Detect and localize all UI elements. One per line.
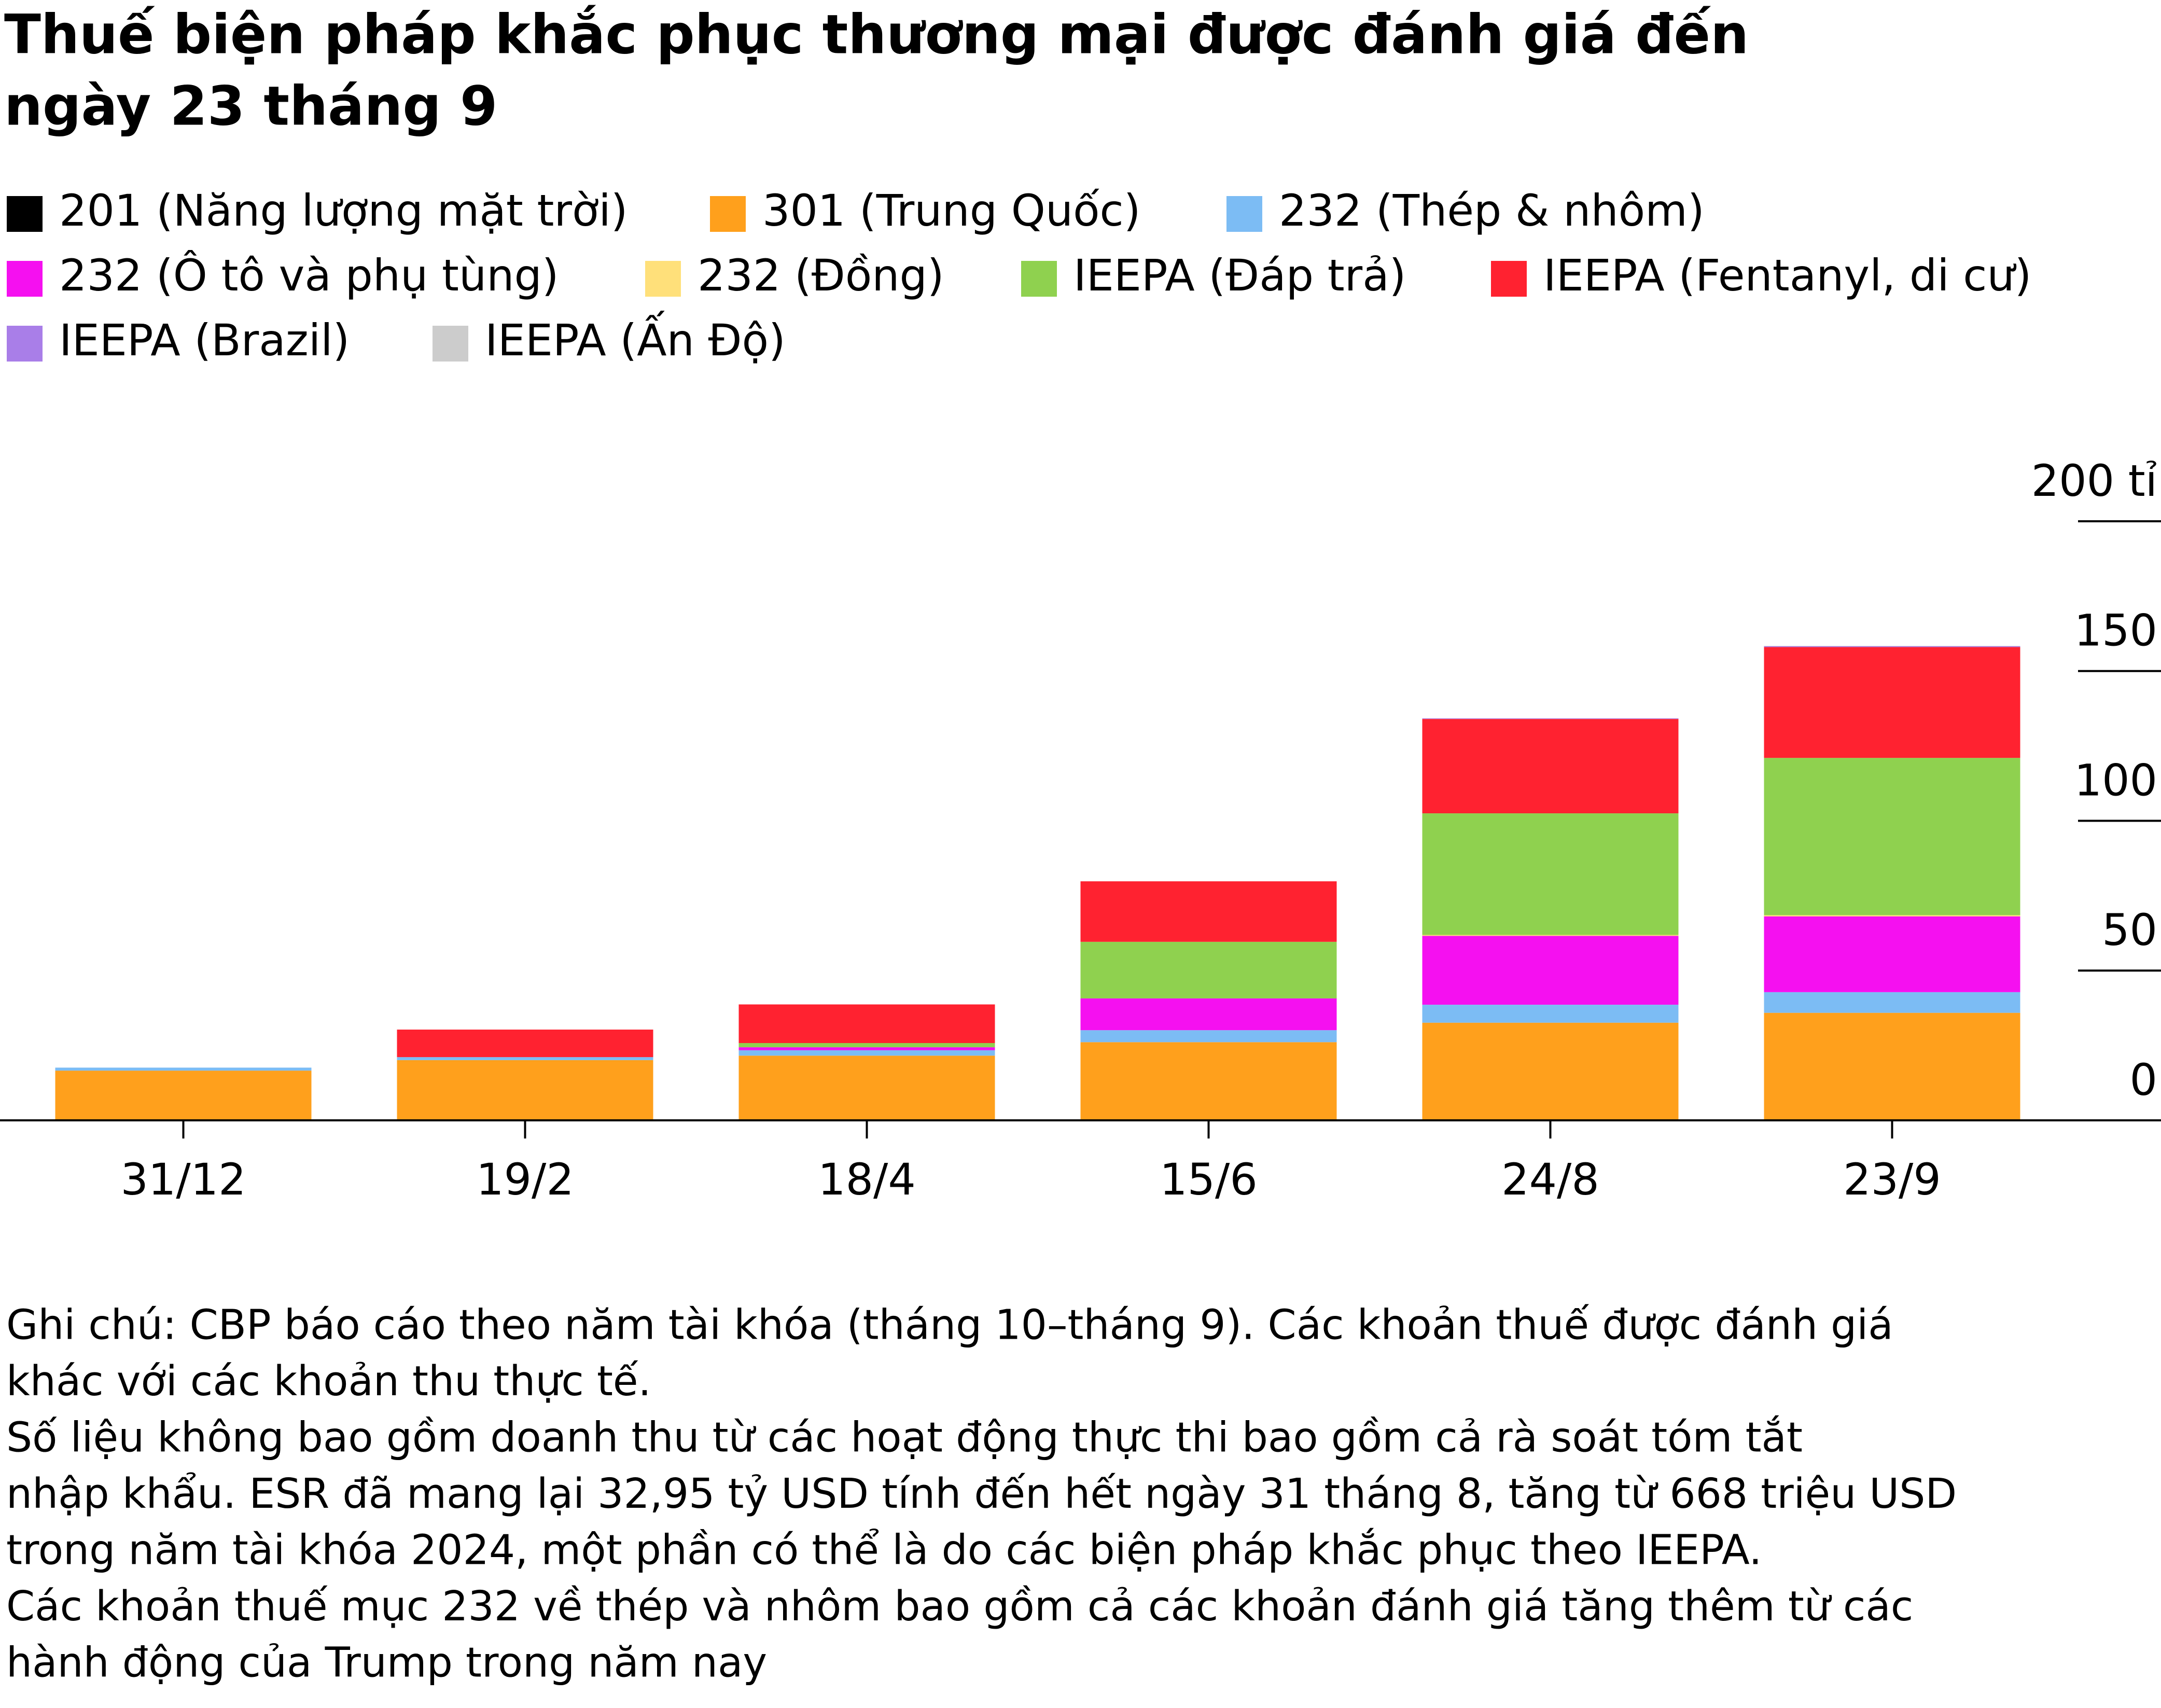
x-tick-label: 23/9 [1843, 1154, 1941, 1205]
y-tick-label: 0 [2130, 1054, 2157, 1105]
x-tick-label: 19/2 [476, 1154, 574, 1205]
legend-label: IEEPA (Fentanyl, di cư) [1543, 250, 2031, 301]
footnote: trong năm tài khóa 2024, một phần có thể… [6, 1526, 1762, 1574]
footnote: khác với các khoản thu thực tế. [6, 1357, 651, 1405]
bar-segment [1080, 941, 1337, 998]
x-tick-label: 15/6 [1160, 1154, 1258, 1205]
legend-label: 232 (Đồng) [698, 250, 944, 301]
x-tick-label: 31/12 [120, 1154, 246, 1205]
chart-title: ngày 23 tháng 9 [4, 74, 497, 137]
bar-segment [1422, 718, 1679, 719]
bar-segment [1764, 1012, 2020, 1120]
bar-segment [1080, 881, 1337, 942]
footnote: Các khoản thuế mục 232 về thép và nhôm b… [6, 1582, 1913, 1630]
bar-segment [1080, 1030, 1337, 1043]
y-tick-label: 50 [2102, 905, 2157, 955]
bar-segment [1422, 935, 1679, 936]
bar-segment [55, 1067, 312, 1071]
legend-label: 232 (Thép & nhôm) [1279, 185, 1705, 236]
legend-label: IEEPA (Brazil) [59, 315, 350, 366]
legend-label: 201 (Năng lượng mặt trời) [59, 185, 628, 236]
chart-title: Thuế biện pháp khắc phục thương mại được… [4, 3, 1749, 66]
bar-segment [738, 1043, 995, 1048]
legend-label: 301 (Trung Quốc) [762, 185, 1141, 236]
bar-segment [738, 1050, 995, 1056]
bar-segment [1764, 916, 2020, 992]
bar-segment [1764, 646, 2020, 647]
footnote: hành động của Trump trong năm nay [6, 1638, 767, 1686]
legend-swatch [1021, 261, 1057, 297]
legend-swatch [433, 326, 468, 362]
bar-segment [1422, 719, 1679, 814]
legend-swatch [7, 196, 43, 232]
footnote: Ghi chú: CBP báo cáo theo năm tài khóa (… [6, 1301, 1893, 1349]
y-tick-label: 100 [2074, 755, 2157, 806]
bar-segment [738, 1056, 995, 1120]
legend-swatch [7, 261, 43, 297]
bar-segment [738, 1004, 995, 1044]
legend-label: 232 (Ô tô và phụ tùng) [59, 250, 559, 301]
bar-segment [1422, 936, 1679, 1005]
x-tick-label: 18/4 [818, 1154, 916, 1205]
bar-segment [1764, 758, 2020, 915]
bar-segment [738, 1047, 995, 1050]
x-tick-label: 24/8 [1501, 1154, 1599, 1205]
y-tick-label: 200 tỉ [2031, 455, 2157, 506]
y-tick-label: 150 [2074, 605, 2157, 656]
legend-swatch [645, 261, 681, 297]
bar-segment [397, 1057, 653, 1060]
legend-swatch [1226, 196, 1262, 232]
bar-segment [1422, 813, 1679, 935]
legend-label: IEEPA (Đáp trả) [1073, 250, 1406, 301]
bar-segment [397, 1060, 653, 1120]
bar-segment [1764, 915, 2020, 917]
bar-segment [1422, 1005, 1679, 1023]
bar-segment [1422, 1022, 1679, 1120]
legend-swatch [710, 196, 746, 232]
bar-segment [397, 1030, 653, 1058]
bar-segment [1764, 992, 2020, 1013]
bar-segment [55, 1071, 312, 1120]
bar-segment [1764, 647, 2020, 758]
legend-swatch [7, 326, 43, 362]
bar-segment [1080, 998, 1337, 1031]
footnote: nhập khẩu. ESR đã mang lại 32,95 tỷ USD … [6, 1470, 1957, 1518]
bar-segment [1080, 1042, 1337, 1120]
legend-label: IEEPA (Ấn Độ) [485, 310, 786, 366]
legend-swatch [1491, 261, 1527, 297]
footnote: Số liệu không bao gồm doanh thu từ các h… [6, 1413, 1803, 1461]
